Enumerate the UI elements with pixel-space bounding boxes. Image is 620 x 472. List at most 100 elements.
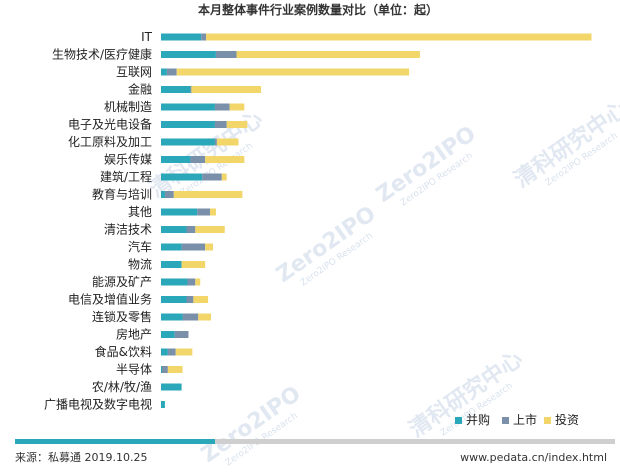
category-label: 半导体	[116, 363, 152, 377]
bar-layer	[161, 33, 592, 408]
category-label: 金融	[128, 82, 152, 97]
bar-segment-merger	[161, 51, 216, 58]
bar-segment-ipo	[214, 121, 227, 128]
bar-segment-investment	[167, 366, 183, 373]
category-label: 广播电视及数字电视	[44, 397, 152, 412]
bar-segment-ipo	[215, 51, 237, 58]
category-label: 清洁技术	[104, 223, 152, 237]
category-label: 电子及光电设备	[68, 118, 152, 132]
bar-segment-ipo	[187, 278, 196, 286]
bar-segment-merger	[161, 156, 191, 163]
category-label: 电信及增值业务	[68, 292, 152, 307]
bar-segment-investment	[216, 138, 239, 146]
bar-segment-merger	[161, 191, 165, 198]
bar-segment-investment	[205, 156, 245, 163]
bar-segment-ipo	[174, 331, 189, 338]
footer-bar-accent	[15, 439, 215, 444]
bar-segment-investment	[195, 278, 201, 286]
bar-segment-ipo	[167, 348, 176, 356]
bar-segment-merger	[161, 121, 215, 128]
bar-segment-ipo	[190, 86, 192, 93]
legend-label-ipo: 上市	[513, 412, 537, 427]
bar-segment-merger	[161, 366, 162, 373]
bar-segment-merger	[161, 313, 183, 321]
bar-segment-ipo	[164, 191, 174, 198]
bar-segment-merger	[161, 331, 175, 338]
legend-label-merger: 并购	[466, 412, 490, 427]
category-label: 建筑/工程	[100, 169, 152, 184]
bar-segment-merger	[161, 103, 215, 111]
bar-segment-investment	[206, 33, 592, 41]
bar-segment-ipo	[166, 68, 177, 76]
category-label: 农/林/牧/渔	[92, 380, 152, 394]
bar-segment-investment	[176, 68, 410, 76]
chart-title: 本月整体事件行业案例数量对比（单位：起）	[198, 2, 438, 17]
legend-swatch-merger	[455, 417, 462, 424]
bar-segment-merger	[161, 208, 198, 216]
category-label: 能源及矿产	[92, 275, 152, 289]
category-label: IT	[141, 30, 153, 44]
category-labels: IT 生物技术/医疗健康互联网金融机械制造电子及光电设备化工原料及加工娱乐传媒建筑…	[44, 30, 153, 412]
bar-segment-merger	[161, 33, 202, 41]
category-label: 生物技术/医疗健康	[52, 47, 152, 62]
category-label: 娱乐传媒	[104, 152, 152, 167]
category-label: 互联网	[116, 65, 152, 79]
bar-segment-ipo	[161, 366, 168, 373]
website-text: www.pedata.cn/index.html	[460, 451, 607, 464]
bar-segment-merger	[161, 348, 168, 356]
bar-segment-investment	[236, 51, 420, 58]
category-label: 机械制造	[104, 99, 152, 114]
bar-segment-ipo	[214, 138, 217, 146]
category-label: 物流	[128, 258, 152, 272]
footer-bar-base	[15, 439, 615, 444]
bar-segment-merger	[161, 243, 182, 251]
bar-segment-ipo	[197, 208, 211, 216]
legend-label-investment: 投资	[555, 412, 579, 427]
category-label: 其他	[128, 205, 152, 219]
bar-segment-investment	[181, 261, 206, 268]
bar-segment-investment	[175, 348, 193, 356]
bar-segment-ipo	[190, 156, 206, 163]
bar-segment-ipo	[182, 313, 199, 321]
legend-swatch-investment	[544, 417, 551, 424]
bar-segment-investment	[205, 243, 213, 251]
bar-segment-merger	[161, 261, 182, 268]
bar-segment-merger	[161, 383, 182, 391]
bar-segment-investment	[191, 86, 262, 93]
bar-segment-investment	[173, 191, 243, 198]
legend-swatch-ipo	[502, 417, 509, 424]
bar-segment-ipo	[202, 173, 222, 181]
bar-segment-investment	[193, 296, 209, 303]
legend: 并购 上市 投资	[455, 412, 579, 427]
bar-segment-investment	[210, 208, 216, 216]
bar-segment-merger	[161, 138, 215, 146]
bar-segment-investment	[198, 313, 212, 321]
svg-text:清科研究中心: 清科研究中心	[404, 346, 527, 443]
bar-segment-merger	[161, 173, 203, 181]
svg-text:清科研究中心: 清科研究中心	[144, 106, 267, 203]
bar-segment-ipo	[201, 33, 207, 41]
bar-segment-merger	[161, 86, 191, 93]
bar-segment-merger	[161, 401, 165, 408]
bar-segment-ipo	[181, 243, 206, 251]
bar-segment-ipo	[186, 226, 196, 233]
category-label: 汽车	[128, 239, 152, 254]
bar-segment-merger	[161, 226, 187, 233]
bar-segment-merger	[161, 278, 188, 286]
category-label: 教育与培训	[92, 187, 152, 202]
category-label: 房地产	[116, 327, 152, 342]
bar-segment-investment	[226, 121, 248, 128]
category-label: 化工原料及加工	[68, 135, 152, 149]
bar-segment-investment	[221, 173, 227, 181]
bar-segment-ipo	[186, 296, 194, 303]
bar-segment-ipo	[214, 103, 230, 111]
bar-segment-investment	[229, 103, 245, 111]
category-label: 食品&饮料	[95, 344, 152, 359]
